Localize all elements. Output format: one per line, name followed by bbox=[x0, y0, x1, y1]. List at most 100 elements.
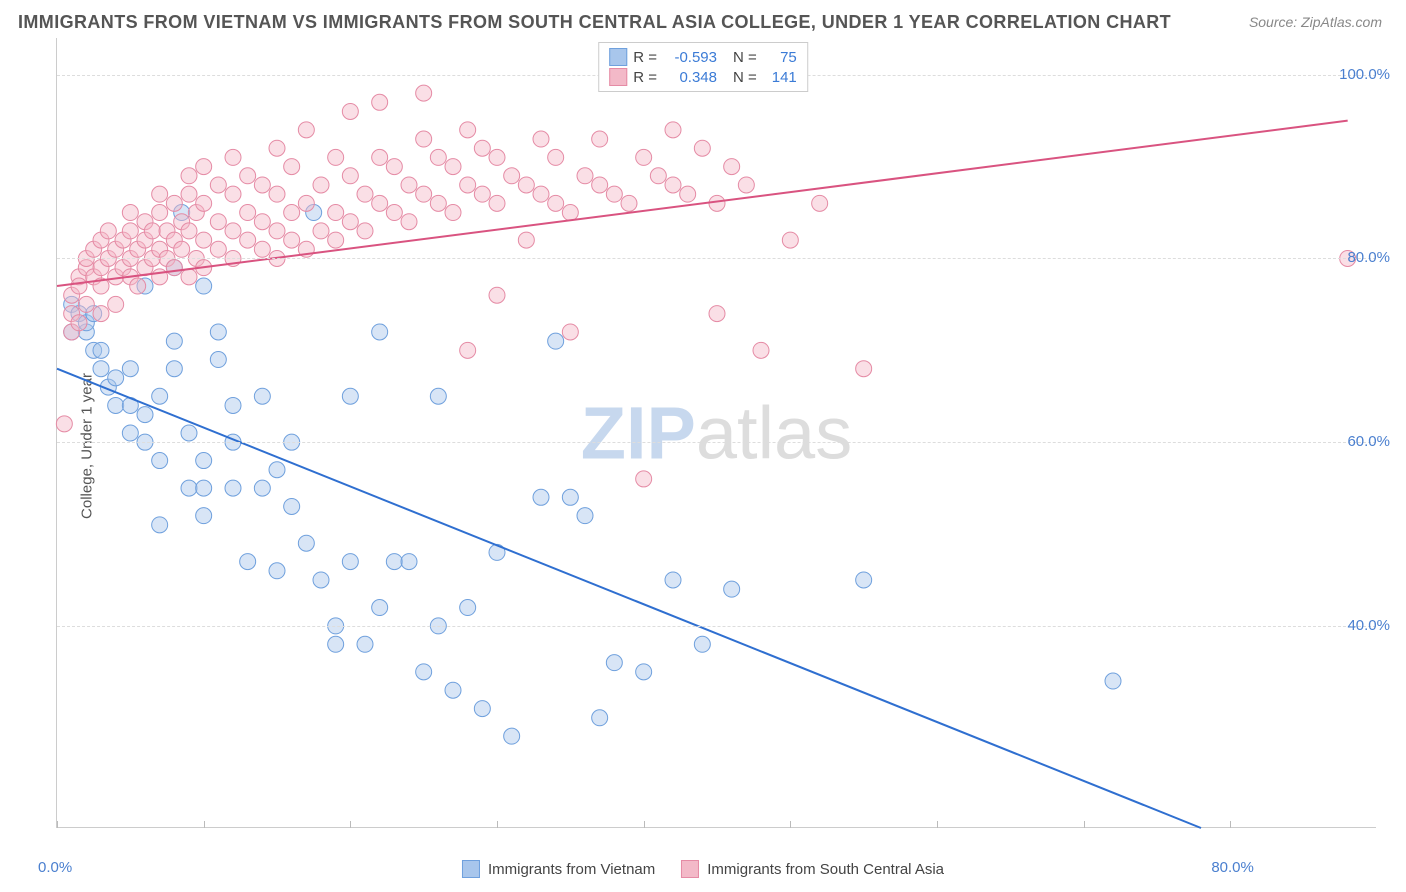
data-point bbox=[372, 195, 388, 211]
data-point bbox=[709, 195, 725, 211]
data-point bbox=[372, 94, 388, 110]
data-point bbox=[152, 453, 168, 469]
data-point bbox=[386, 205, 402, 221]
data-point bbox=[738, 177, 754, 193]
data-point bbox=[152, 186, 168, 202]
data-point bbox=[284, 159, 300, 175]
data-point bbox=[372, 600, 388, 616]
data-point bbox=[474, 701, 490, 717]
data-point bbox=[93, 342, 109, 358]
data-point bbox=[225, 186, 241, 202]
legend-swatch bbox=[609, 68, 627, 86]
data-point bbox=[504, 168, 520, 184]
data-point bbox=[636, 471, 652, 487]
data-point bbox=[210, 241, 226, 257]
data-point bbox=[269, 462, 285, 478]
data-point bbox=[122, 361, 138, 377]
data-point bbox=[328, 232, 344, 248]
data-point bbox=[636, 149, 652, 165]
y-tick-label: 60.0% bbox=[1347, 433, 1390, 450]
data-point bbox=[313, 572, 329, 588]
data-point bbox=[56, 416, 72, 432]
data-point bbox=[372, 324, 388, 340]
data-point bbox=[313, 223, 329, 239]
data-point bbox=[210, 177, 226, 193]
data-point bbox=[548, 149, 564, 165]
x-tick bbox=[497, 821, 498, 828]
data-point bbox=[386, 554, 402, 570]
data-point bbox=[445, 682, 461, 698]
data-point bbox=[240, 168, 256, 184]
data-point bbox=[254, 214, 270, 230]
data-point bbox=[181, 186, 197, 202]
plot-area: ZIPatlas bbox=[56, 38, 1376, 828]
stat-value-n: 75 bbox=[763, 49, 797, 66]
data-point bbox=[181, 223, 197, 239]
data-point bbox=[181, 425, 197, 441]
data-point bbox=[577, 168, 593, 184]
data-point bbox=[225, 223, 241, 239]
data-point bbox=[416, 131, 432, 147]
data-point bbox=[240, 232, 256, 248]
data-point bbox=[357, 186, 373, 202]
data-point bbox=[592, 710, 608, 726]
data-point bbox=[416, 186, 432, 202]
data-point bbox=[269, 563, 285, 579]
data-point bbox=[108, 296, 124, 312]
data-point bbox=[636, 664, 652, 680]
data-point bbox=[269, 223, 285, 239]
data-point bbox=[328, 205, 344, 221]
data-point bbox=[694, 636, 710, 652]
data-point bbox=[518, 177, 534, 193]
data-point bbox=[548, 333, 564, 349]
x-tick bbox=[1084, 821, 1085, 828]
series-name: Immigrants from South Central Asia bbox=[707, 861, 944, 878]
data-point bbox=[108, 397, 124, 413]
data-point bbox=[210, 324, 226, 340]
series-legend-item: Immigrants from South Central Asia bbox=[681, 860, 944, 878]
data-point bbox=[254, 480, 270, 496]
stat-value-n: 141 bbox=[763, 69, 797, 86]
data-point bbox=[284, 205, 300, 221]
data-point bbox=[196, 195, 212, 211]
data-point bbox=[489, 287, 505, 303]
data-point bbox=[357, 636, 373, 652]
data-point bbox=[298, 195, 314, 211]
y-tick-label: 80.0% bbox=[1347, 249, 1390, 266]
x-tick bbox=[790, 821, 791, 828]
data-point bbox=[694, 140, 710, 156]
y-tick-label: 40.0% bbox=[1347, 617, 1390, 634]
plot-svg bbox=[57, 38, 1376, 827]
data-point bbox=[166, 260, 182, 276]
data-point bbox=[533, 489, 549, 505]
data-point bbox=[342, 554, 358, 570]
data-point bbox=[577, 508, 593, 524]
data-point bbox=[166, 195, 182, 211]
data-point bbox=[460, 600, 476, 616]
data-point bbox=[856, 572, 872, 588]
data-point bbox=[100, 223, 116, 239]
data-point bbox=[533, 186, 549, 202]
y-tick-label: 100.0% bbox=[1339, 66, 1390, 83]
data-point bbox=[196, 232, 212, 248]
data-point bbox=[144, 223, 160, 239]
stats-legend: R =-0.593N =75R =0.348N =141 bbox=[598, 42, 808, 92]
data-point bbox=[680, 186, 696, 202]
data-point bbox=[342, 214, 358, 230]
data-point bbox=[489, 195, 505, 211]
data-point bbox=[401, 214, 417, 230]
data-point bbox=[225, 480, 241, 496]
data-point bbox=[71, 278, 87, 294]
data-point bbox=[372, 149, 388, 165]
data-point bbox=[93, 306, 109, 322]
legend-swatch bbox=[462, 860, 480, 878]
data-point bbox=[474, 140, 490, 156]
data-point bbox=[606, 655, 622, 671]
stat-value-r: -0.593 bbox=[663, 49, 717, 66]
legend-swatch bbox=[609, 48, 627, 66]
data-point bbox=[181, 269, 197, 285]
stat-label-r: R = bbox=[633, 49, 657, 66]
data-point bbox=[724, 581, 740, 597]
stats-legend-row: R =0.348N =141 bbox=[609, 67, 797, 87]
data-point bbox=[196, 159, 212, 175]
